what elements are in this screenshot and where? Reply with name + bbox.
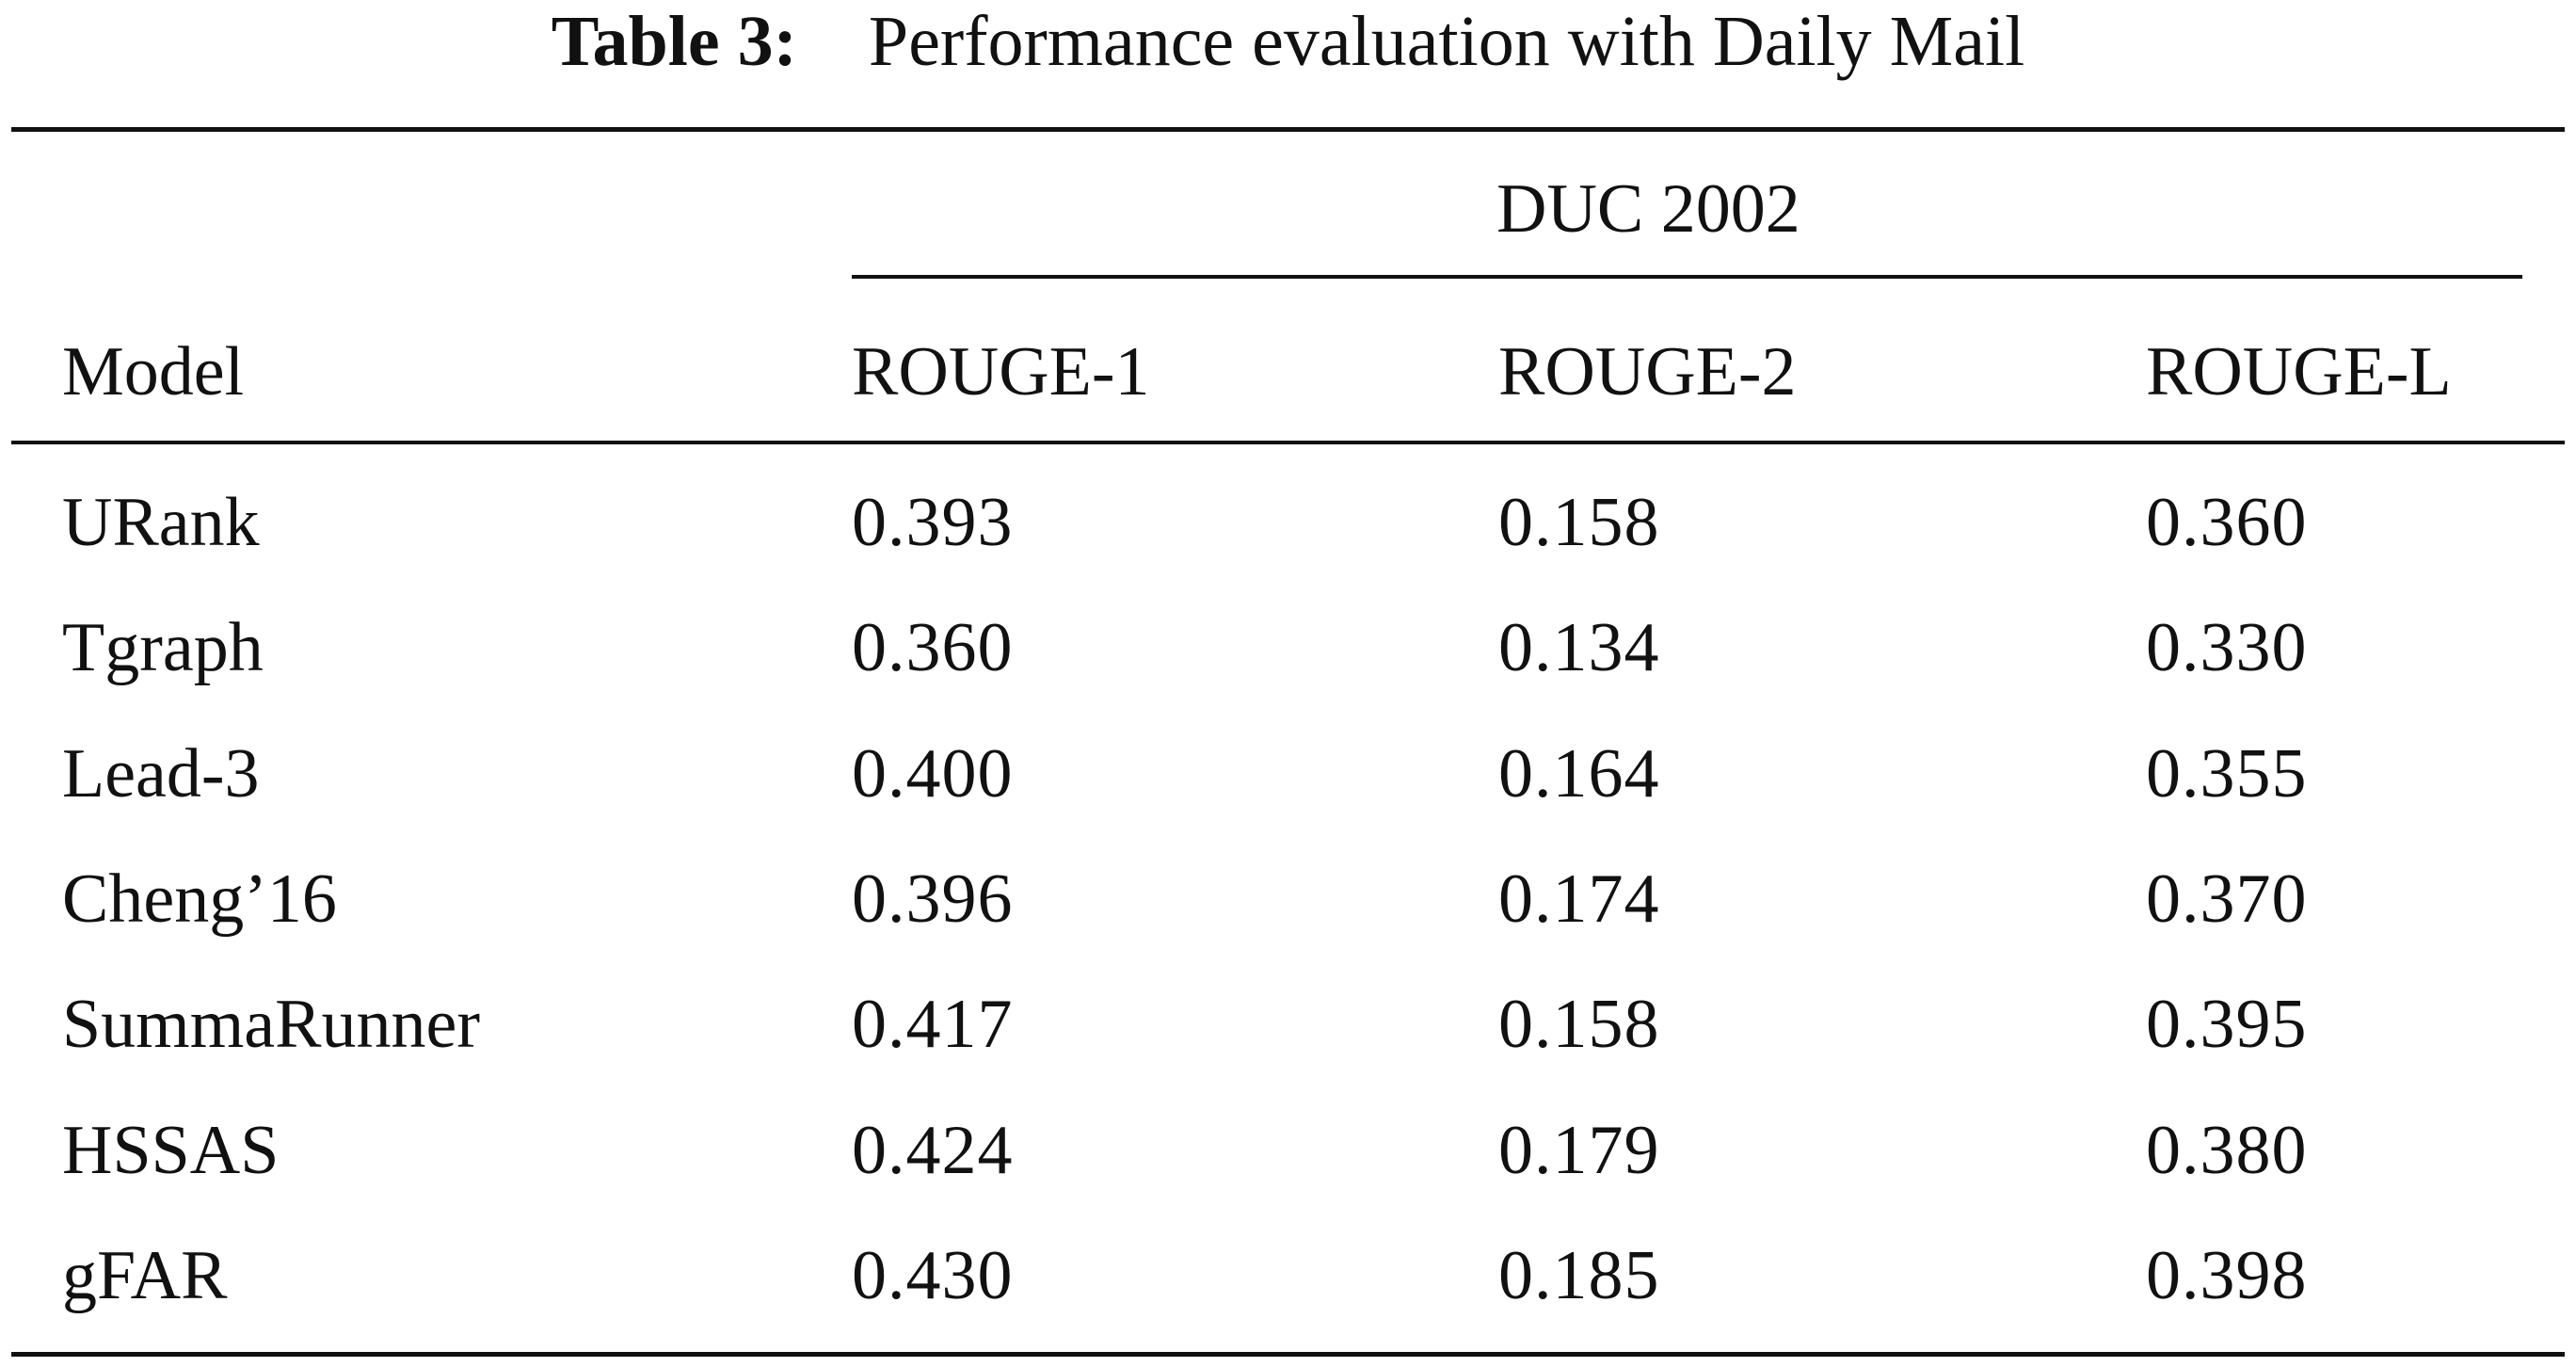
top-rule: [11, 127, 2565, 132]
table-caption-label: Table 3:: [551, 2, 797, 81]
row-rouge-1: 0.396: [852, 860, 1014, 938]
row-rouge-l: 0.398: [2146, 1237, 2308, 1314]
row-model: gFAR: [62, 1237, 228, 1314]
row-rouge-l: 0.395: [2146, 986, 2308, 1063]
table-caption-spacer: [815, 2, 851, 81]
row-model: Tgraph: [62, 609, 264, 686]
row-rouge-l: 0.380: [2146, 1112, 2308, 1189]
row-rouge-1: 0.430: [852, 1237, 1014, 1314]
table-caption-text: Performance evaluation with Daily Mail: [868, 2, 2025, 81]
table-caption: Table 3: Performance evaluation with Dai…: [0, 0, 2576, 83]
row-model: Cheng’16: [62, 860, 337, 938]
row-rouge-1: 0.400: [852, 735, 1014, 812]
row-rouge-l: 0.355: [2146, 735, 2308, 812]
row-model: URank: [62, 484, 260, 561]
row-rouge-2: 0.158: [1498, 484, 1660, 561]
row-rouge-l: 0.330: [2146, 609, 2308, 686]
row-model: Lead-3: [62, 735, 260, 812]
row-rouge-2: 0.179: [1498, 1112, 1660, 1189]
group-header: DUC 2002: [1496, 170, 1800, 248]
column-header-rouge-1: ROUGE-1: [852, 333, 1150, 410]
row-model: HSSAS: [62, 1112, 280, 1189]
row-rouge-2: 0.158: [1498, 986, 1660, 1063]
row-rouge-1: 0.417: [852, 986, 1014, 1063]
column-header-rouge-2: ROUGE-2: [1498, 333, 1797, 410]
column-header-model: Model: [62, 333, 245, 410]
row-rouge-1: 0.393: [852, 484, 1014, 561]
group-header-rule: [852, 275, 2522, 279]
header-rule: [11, 441, 2565, 444]
row-rouge-1: 0.424: [852, 1112, 1014, 1189]
row-rouge-2: 0.164: [1498, 735, 1660, 812]
bottom-rule: [11, 1352, 2565, 1357]
row-model: SummaRunner: [62, 986, 480, 1063]
row-rouge-2: 0.174: [1498, 860, 1660, 938]
column-header-rouge-l: ROUGE-L: [2146, 333, 2452, 410]
row-rouge-l: 0.360: [2146, 484, 2308, 561]
row-rouge-2: 0.185: [1498, 1237, 1660, 1314]
row-rouge-l: 0.370: [2146, 860, 2308, 938]
row-rouge-2: 0.134: [1498, 609, 1660, 686]
row-rouge-1: 0.360: [852, 609, 1014, 686]
